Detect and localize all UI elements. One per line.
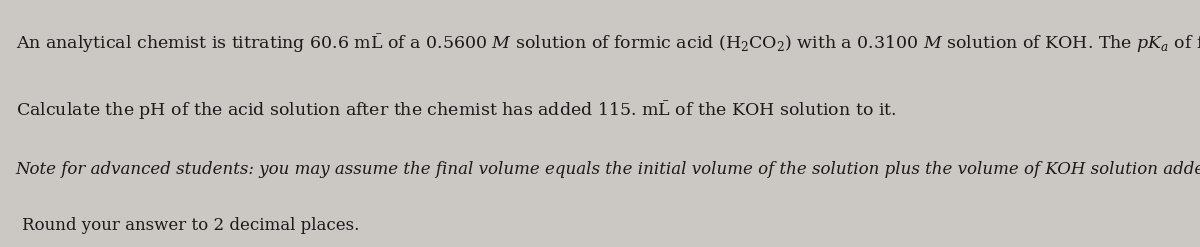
Text: Note for advanced students: you may assume the final volume equals the initial v: Note for advanced students: you may assu… [16,161,1200,178]
Text: Round your answer to 2 decimal places.: Round your answer to 2 decimal places. [22,217,359,234]
Text: An analytical chemist is titrating 60.6 m$\bar{\rm{L}}$ of a 0.5600 $M$ solution: An analytical chemist is titrating 60.6 … [16,32,1200,55]
Text: Calculate the pH of the acid solution after the chemist has added 115. m$\bar{\r: Calculate the pH of the acid solution af… [16,99,896,122]
